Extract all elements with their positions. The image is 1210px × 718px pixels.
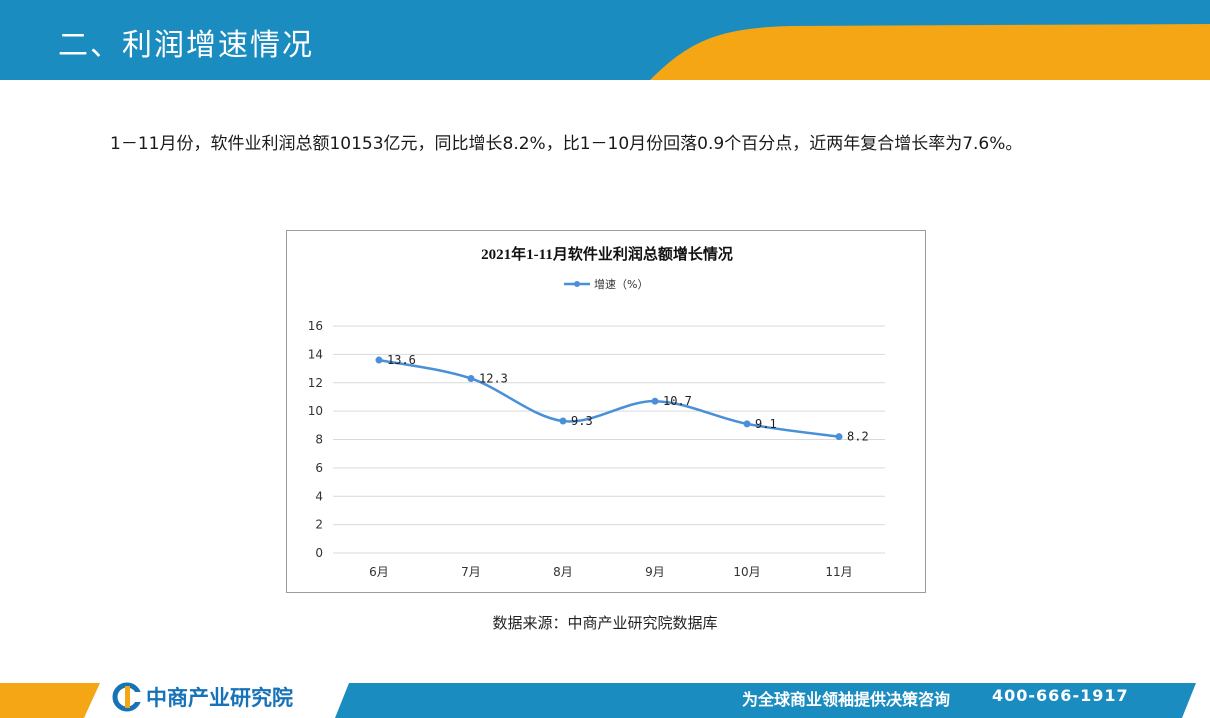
data-point: [651, 397, 659, 405]
footer-slogan: 为全球商业领袖提供决策咨询: [742, 690, 951, 709]
page-title: 二、利润增速情况: [58, 28, 314, 63]
x-tick-label: 10月: [733, 565, 760, 579]
footer-left-orange-stripe: [0, 683, 100, 718]
x-tick-label: 9月: [645, 565, 665, 579]
logo-mark-icon: [112, 682, 142, 712]
legend-label: 增速（%）: [594, 277, 648, 291]
chart-container: 2021年1-11月软件业利润总额增长情况 增速（%） 0 2 4 6 8 10 12 14 1…: [286, 230, 926, 593]
data-label: 8.2: [847, 430, 869, 444]
y-axis-ticks: 0 2 4 6 8 10 12 14 16: [308, 319, 323, 560]
y-tick-label: 12: [308, 376, 323, 390]
y-tick-label: 2: [315, 518, 323, 532]
gridlines: [333, 325, 885, 554]
chart-legend: 增速（%）: [564, 277, 648, 291]
data-label: 12.3: [479, 371, 508, 385]
y-tick-label: 10: [308, 404, 323, 418]
data-labels: 13.6 12.3 9.3 10.7 9.1 8.2: [387, 353, 869, 444]
footer-banner: [0, 683, 1196, 718]
data-label: 9.3: [571, 414, 593, 428]
x-axis-ticks: 6月 7月 8月 9月 10月 11月: [369, 565, 852, 579]
data-source-note: 数据来源：中商产业研究院数据库: [492, 614, 718, 632]
x-tick-label: 11月: [825, 565, 852, 579]
chart-title: 2021年1-11月软件业利润总额增长情况: [481, 245, 733, 263]
y-tick-label: 0: [315, 546, 323, 560]
data-point: [559, 417, 567, 425]
series-line-growth: [378, 358, 840, 438]
data-point: [467, 374, 475, 382]
data-points: [375, 356, 843, 441]
data-point: [835, 433, 843, 441]
data-label: 13.6: [387, 353, 416, 367]
x-tick-label: 6月: [369, 565, 389, 579]
x-tick-label: 7月: [461, 565, 481, 579]
footer-phone: 400-666-1917: [992, 686, 1129, 705]
y-tick-label: 6: [315, 461, 323, 475]
data-label: 9.1: [755, 417, 777, 431]
y-tick-label: 8: [315, 433, 323, 447]
logo-text: 中商产业研究院: [146, 686, 293, 710]
legend-marker-icon: [574, 281, 580, 287]
y-tick-label: 16: [308, 319, 323, 333]
data-label: 10.7: [663, 394, 692, 408]
footer-blue-stripe: [335, 683, 1196, 718]
y-tick-label: 14: [308, 347, 323, 361]
line-chart: 2021年1-11月软件业利润总额增长情况 增速（%） 0 2 4 6 8 10 12 14 1…: [308, 245, 885, 579]
header-banner: 二、利润增速情况: [0, 0, 1210, 80]
x-tick-label: 8月: [553, 565, 573, 579]
y-tick-label: 4: [315, 489, 323, 503]
data-point: [375, 356, 383, 364]
company-logo: 中商产业研究院: [112, 682, 293, 712]
summary-paragraph: 1－11月份，软件业利润总额10153亿元，同比增长8.2%，比1－10月份回落…: [110, 134, 1023, 154]
data-point: [743, 420, 751, 428]
header-accent-shape: [650, 24, 1210, 80]
